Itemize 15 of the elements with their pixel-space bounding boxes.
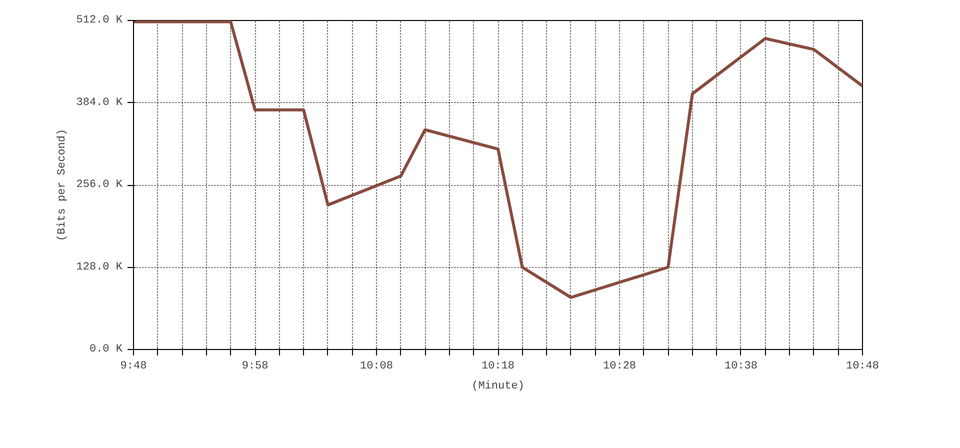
x-tick-label: 9:48 bbox=[120, 360, 147, 372]
x-tick-label: 10:48 bbox=[846, 360, 880, 372]
y-axis-title: (Bits per Second) bbox=[56, 128, 68, 242]
y-tick-label: 0.0 K bbox=[89, 344, 123, 356]
y-tick-label: 384.0 K bbox=[76, 96, 123, 109]
x-axis-title: (Minute) bbox=[472, 380, 524, 392]
x-tick-label: 10:18 bbox=[481, 360, 515, 372]
y-tick-label: 512.0 K bbox=[76, 14, 123, 26]
x-tick-label: 10:38 bbox=[724, 360, 758, 372]
y-tick-label: 128.0 K bbox=[76, 261, 123, 274]
x-tick-label: 9:58 bbox=[242, 360, 268, 372]
x-tick-label: 10:28 bbox=[603, 360, 636, 372]
line-series bbox=[134, 20, 862, 299]
x-tick-label: 10:08 bbox=[360, 360, 393, 372]
y-tick-label: 256.0 K bbox=[76, 179, 123, 191]
